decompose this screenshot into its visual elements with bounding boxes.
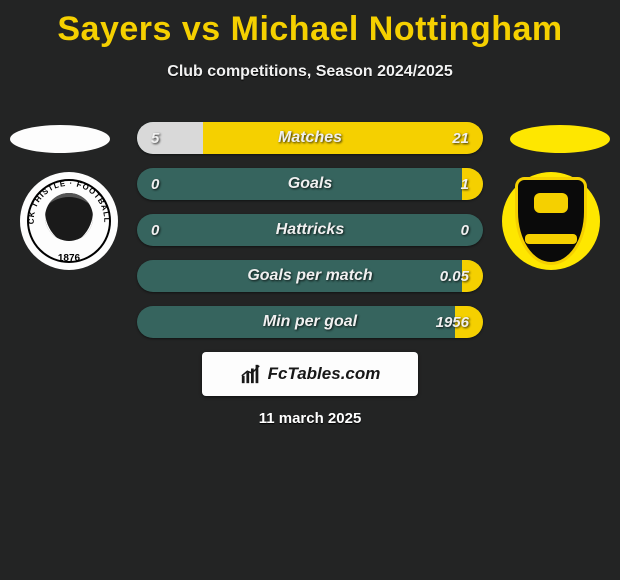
player-right-name-plate bbox=[510, 125, 610, 153]
infographic-date: 11 march 2025 bbox=[0, 410, 620, 427]
comparison-bars: 521Matches 01Goals 00Hattricks 0.05Goals pe… bbox=[137, 122, 483, 352]
page-title: Sayers vs Michael Nottingham bbox=[0, 0, 620, 49]
stat-row: 00Hattricks bbox=[137, 214, 483, 246]
stat-label: Goals bbox=[137, 168, 483, 200]
crest-year: 1876 bbox=[20, 253, 118, 264]
club-crest-right bbox=[502, 172, 600, 270]
subtitle: Club competitions, Season 2024/2025 bbox=[0, 63, 620, 81]
player-left-name-plate bbox=[10, 125, 110, 153]
stat-label: Goals per match bbox=[137, 260, 483, 292]
stat-row: 521Matches bbox=[137, 122, 483, 154]
site-badge: FcTables.com bbox=[202, 352, 418, 396]
chart-icon bbox=[240, 363, 262, 385]
stat-label: Min per goal bbox=[137, 306, 483, 338]
thistle-icon bbox=[45, 193, 93, 241]
site-label: FcTables.com bbox=[268, 364, 381, 384]
stat-label: Matches bbox=[137, 122, 483, 154]
club-crest-left: PARTICK THISTLE · FOOTBALL CLUB 1876 bbox=[20, 172, 118, 270]
shield-icon bbox=[515, 177, 587, 265]
stat-row: 01Goals bbox=[137, 168, 483, 200]
stat-row: 1956Min per goal bbox=[137, 306, 483, 338]
stat-label: Hattricks bbox=[137, 214, 483, 246]
stat-row: 0.05Goals per match bbox=[137, 260, 483, 292]
